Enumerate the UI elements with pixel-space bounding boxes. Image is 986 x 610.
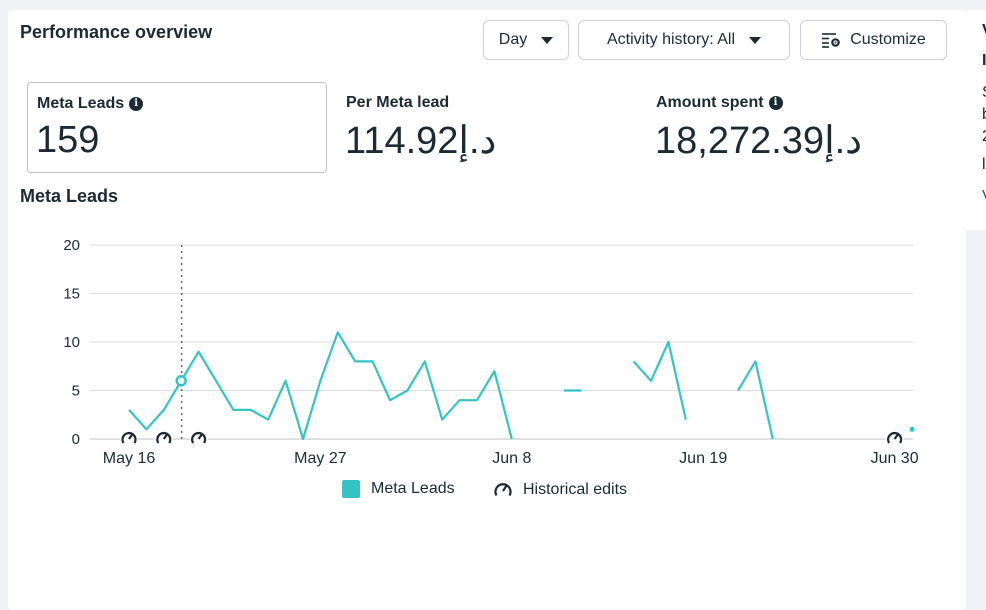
x-tick-label: Jun 19 — [679, 450, 727, 467]
metric-label: Amount spent — [656, 94, 764, 111]
side-panel-letter: I — [982, 52, 986, 69]
side-panel: VISb2lV — [966, 10, 986, 230]
series-line-segment — [632, 340, 687, 420]
metric-meta-leads[interactable]: Meta Leads i 159 — [27, 82, 327, 173]
customize-label: Customize — [850, 31, 926, 48]
y-tick-label: 10 — [63, 334, 80, 351]
metric-value: 114.92د.إ — [345, 120, 497, 162]
side-panel-letter: V — [982, 22, 986, 40]
series-line-segment — [737, 360, 774, 440]
side-panel-letter: S — [982, 84, 986, 102]
side-panel-letter: b — [982, 106, 986, 124]
meta-leads-swatch — [342, 480, 360, 498]
y-tick-label: 15 — [63, 286, 80, 303]
historical-edit-marker[interactable] — [154, 429, 173, 447]
hover-point-marker[interactable] — [175, 375, 187, 387]
caret-down-icon — [541, 36, 554, 44]
legend-item-meta-leads[interactable]: Meta Leads — [342, 480, 455, 498]
chart-title: Meta Leads — [20, 186, 119, 206]
x-tick-label: May 27 — [294, 450, 347, 467]
side-panel-letter: V — [982, 188, 986, 206]
side-panel-letter: l — [982, 156, 986, 173]
metric-label: Meta Leads — [37, 95, 125, 112]
series-line-segment — [128, 331, 513, 441]
caret-down-icon — [749, 36, 762, 44]
metric-per-meta-lead[interactable]: Per Meta lead 114.92د.إ — [337, 82, 637, 173]
legend-label: Meta Leads — [371, 480, 455, 497]
y-tick-label: 20 — [63, 237, 80, 254]
metric-amount-spent[interactable]: Amount spent i 18,272.39د.إ — [647, 82, 947, 173]
metric-label: Per Meta lead — [346, 94, 450, 111]
info-icon[interactable]: i — [768, 96, 783, 110]
customize-button[interactable]: Customize — [800, 20, 947, 60]
customize-settings-icon — [822, 33, 841, 48]
x-tick-label: Jun 30 — [871, 450, 919, 467]
meta-leads-chart[interactable]: 0 5 10 15 20 May 16 May 27 Jun 8 Jun 19 Jun 30 — [0, 0, 986, 480]
y-tick-label: 5 — [72, 383, 80, 400]
historical-edit-marker[interactable] — [120, 429, 138, 447]
legend-item-historical-edits[interactable]: Historical edits — [492, 480, 627, 500]
y-tick-label: 0 — [72, 431, 80, 448]
activity-history-dropdown[interactable]: Activity history: All — [578, 20, 790, 60]
legend-label: Historical edits — [523, 481, 628, 498]
performance-card — [8, 10, 966, 610]
historical-edit-marker[interactable] — [885, 429, 904, 447]
historical-edits-icon — [494, 483, 512, 497]
metric-value: 159 — [36, 119, 100, 161]
x-tick-label: May 16 — [103, 450, 156, 467]
activity-history-label: Activity history: All — [606, 31, 736, 48]
info-icon[interactable]: i — [129, 97, 144, 111]
day-dropdown-label: Day — [498, 31, 528, 48]
data-point — [909, 426, 915, 432]
day-dropdown[interactable]: Day — [483, 20, 569, 60]
x-tick-label: Jun 8 — [492, 450, 531, 467]
metric-value: 18,272.39د.إ — [655, 120, 863, 162]
page-title: Performance overview — [20, 22, 213, 42]
historical-edit-marker[interactable] — [189, 429, 208, 447]
side-panel-letter: 2 — [982, 128, 986, 146]
